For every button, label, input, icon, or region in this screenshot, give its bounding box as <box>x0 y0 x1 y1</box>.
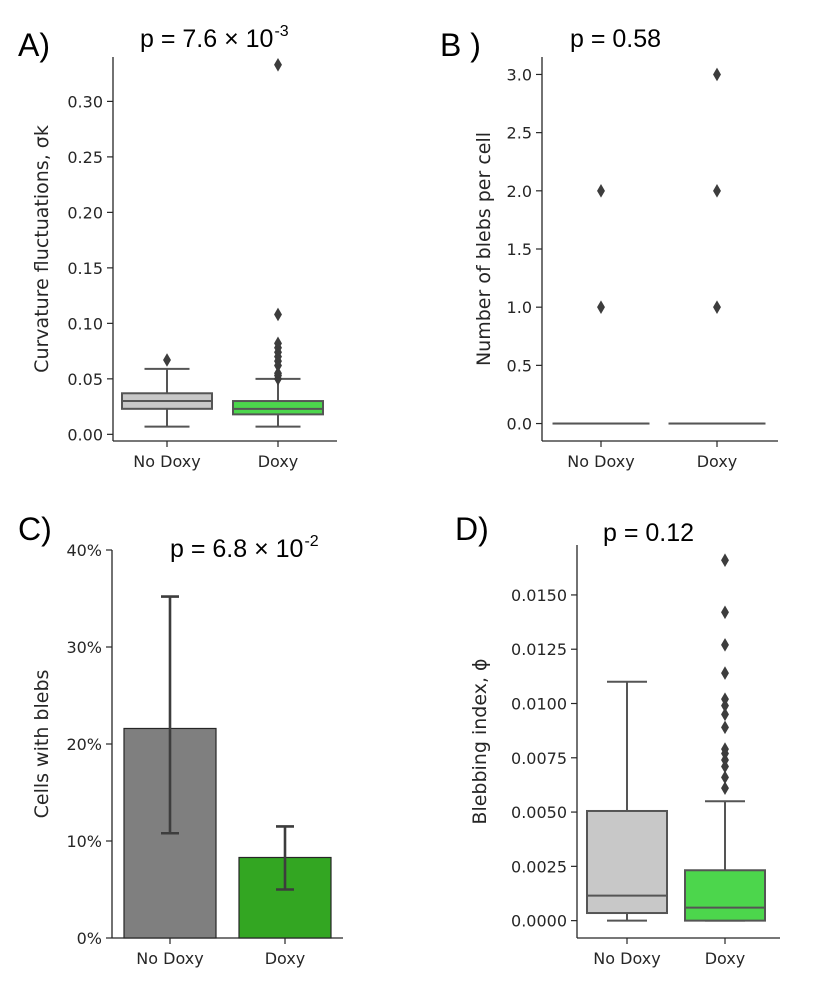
panel-label: A) <box>18 27 50 63</box>
x-tick-label: Doxy <box>705 949 746 968</box>
outlier-point <box>721 720 729 735</box>
y-tick-label: 0.30 <box>67 92 103 111</box>
y-tick-label: 2.0 <box>507 182 532 201</box>
x-tick-label: No Doxy <box>133 452 200 471</box>
box-1 <box>684 869 766 922</box>
p-value-text: p = 7.6 × 10 <box>140 25 273 53</box>
outlier-point <box>713 184 721 198</box>
outlier-point <box>163 353 171 367</box>
y-tick-label: 40% <box>66 541 102 560</box>
y-tick-label: 0.0100 <box>511 695 567 714</box>
panel-label: D) <box>455 511 489 547</box>
p-value-exponent: -2 <box>304 533 318 550</box>
y-tick-label: 0.0125 <box>511 640 567 659</box>
outlier-point <box>713 300 721 314</box>
p-value-text: p = 0.58 <box>570 25 661 53</box>
y-tick-label: 1.0 <box>507 298 532 317</box>
outlier-point <box>597 300 605 314</box>
y-axis-label: Blebbing index, ϕ <box>469 658 491 824</box>
y-tick-label: 10% <box>66 832 102 851</box>
y-tick-label: 0% <box>77 929 102 948</box>
x-tick-label: Doxy <box>258 452 299 471</box>
outlier-point <box>274 307 282 322</box>
y-axis-label: Curvature fluctuations, σk <box>31 125 53 373</box>
outlier-point <box>597 184 605 198</box>
outlier-point <box>721 781 729 795</box>
outlier-point <box>274 336 282 351</box>
panel-a: A) p = 7.6 × 10 -3 0.00 0.05 0.10 0.15 0.20 0.25… <box>18 23 337 471</box>
y-axis-label: Number of blebs per cell <box>473 132 495 366</box>
y-tick-label: 1.5 <box>507 240 532 259</box>
box-0 <box>586 809 668 915</box>
x-tick-label: Doxy <box>697 452 738 471</box>
y-tick-label: 0.0025 <box>511 857 567 876</box>
y-tick-label: 0.0000 <box>511 912 567 931</box>
outlier-point <box>713 67 721 82</box>
outlier-point <box>721 605 729 620</box>
x-tick-label: No Doxy <box>567 452 634 471</box>
outlier-point <box>274 57 282 72</box>
y-tick-label: 0.05 <box>67 370 103 389</box>
outlier-point <box>721 553 729 567</box>
y-tick-label: 0.25 <box>67 148 103 167</box>
p-value-exponent: -3 <box>274 23 288 40</box>
outlier-point <box>274 366 282 381</box>
panel-label: B ) <box>440 27 481 63</box>
y-tick-label: 0.0150 <box>511 586 567 605</box>
outlier-point <box>721 692 729 706</box>
y-tick-label: 0.5 <box>507 356 532 375</box>
y-tick-label: 2.5 <box>507 124 532 143</box>
y-tick-label: 30% <box>66 638 102 657</box>
outlier-point <box>721 742 729 756</box>
outlier-point <box>721 770 729 785</box>
y-axis-label: Cells with blebs <box>31 670 53 819</box>
panel-b: B ) p = 0.58 0.0 0.5 1.0 1.5 2.0 2.5 3.0 Number o… <box>440 25 778 471</box>
y-tick-label: 0.10 <box>67 314 103 333</box>
x-tick-label: Doxy <box>265 949 306 968</box>
outlier-point <box>721 707 729 722</box>
outlier-point <box>721 638 729 652</box>
panel-d: D) p = 0.12 0.0000 0.0025 0.0050 0.0075 0.0100… <box>455 511 780 968</box>
x-tick-label: No Doxy <box>593 949 660 968</box>
y-tick-label: 0.20 <box>67 203 103 222</box>
outlier-point <box>721 666 729 680</box>
x-tick-label: No Doxy <box>136 949 203 968</box>
panel-c: C) p = 6.8 × 10 -2 0% 10% 20% 30% 40% Cells with… <box>18 511 343 968</box>
p-value-text: p = 0.12 <box>603 519 694 547</box>
box-1 <box>232 400 324 416</box>
y-tick-label: 3.0 <box>507 65 532 84</box>
p-value-text: p = 6.8 × 10 <box>170 535 303 563</box>
panel-label: C) <box>18 511 52 547</box>
y-tick-label: 0.0 <box>507 415 532 434</box>
y-tick-label: 0.0050 <box>511 803 567 822</box>
y-tick-label: 0.0075 <box>511 749 567 768</box>
y-tick-label: 20% <box>66 735 102 754</box>
y-tick-label: 0.00 <box>67 425 103 444</box>
y-tick-label: 0.15 <box>67 259 103 278</box>
